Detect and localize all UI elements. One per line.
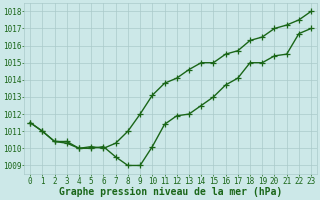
X-axis label: Graphe pression niveau de la mer (hPa): Graphe pression niveau de la mer (hPa) bbox=[59, 187, 282, 197]
